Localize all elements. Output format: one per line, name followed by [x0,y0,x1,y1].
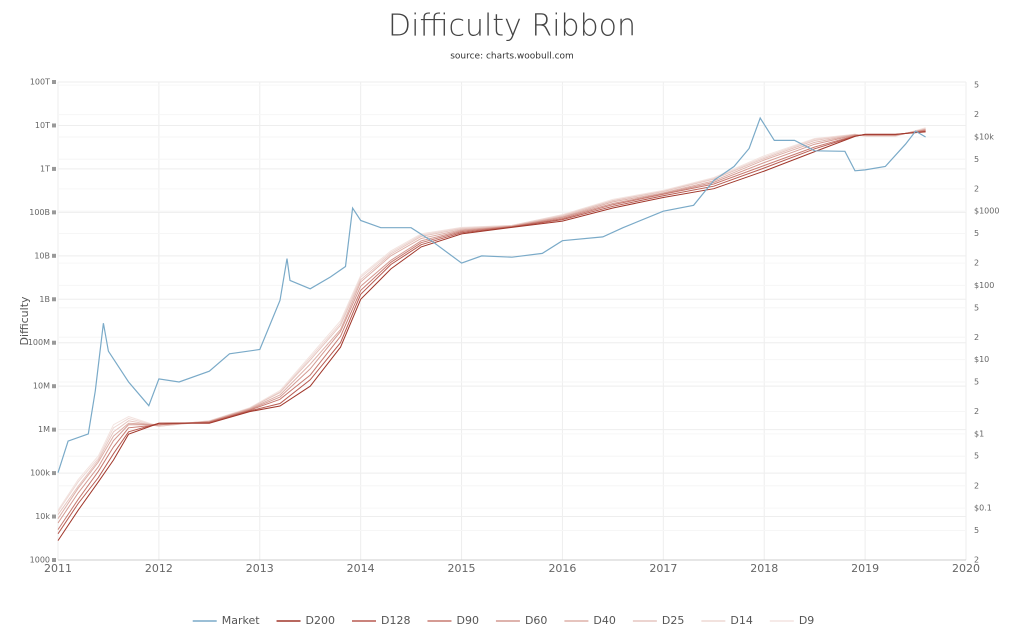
tick-square [52,471,56,476]
y2-tick-label: $0.1 [974,504,992,513]
legend-label: D128 [381,614,410,627]
x-tick-label: 2013 [246,562,274,575]
y2-tick-label: 2 [974,481,979,490]
y2-tick-label: 5 [974,526,979,535]
y-tick-label: 100B [29,208,50,217]
y2-tick-label: 2 [974,259,979,268]
y-axis-label: Difficulty [18,296,31,346]
y2-tick-label: 2 [974,110,979,119]
y2-tick-label: 2 [974,556,979,565]
tick-square [52,80,56,84]
legend-label: D60 [525,614,547,627]
y2-tick-label: 5 [974,81,979,90]
y-tick-label: 10M [33,382,50,391]
y-tick-label: 10T [35,121,50,130]
y-tick-label: 100T [30,78,50,87]
y2-tick-label: $100 [974,281,994,290]
tick-square [52,427,56,432]
chart-title: Difficulty Ribbon [388,9,636,44]
tick-square [52,558,56,562]
x-tick-label: 2016 [548,562,576,575]
series-line [57,131,926,541]
y2-tick-label: 5 [974,155,979,164]
tick-square [52,166,56,171]
y2-tick-label: 5 [974,303,979,312]
tick-square [52,384,56,389]
tick-square [52,340,56,345]
series-line [57,128,926,519]
x-tick-label: 2011 [44,562,72,575]
y-tick-label: 10k [35,512,50,521]
legend-label: D200 [306,614,335,627]
y2-tick-label: 5 [974,377,979,386]
legend-label: D40 [593,614,615,627]
x-tick-label: 2014 [347,562,375,575]
y2-tick-label: $1 [974,429,984,438]
legend-label: D9 [799,614,814,627]
y2-tick-label: 2 [974,333,979,342]
y-tick-label: 1T [40,164,50,173]
x-tick-label: 2020 [952,562,980,575]
y2-tick-label: $10k [974,132,994,141]
tick-square [52,514,56,519]
y-tick-label: 1000 [30,556,50,565]
y-tick-label: 10B [34,251,50,260]
series-line [57,130,926,530]
series-line [57,116,926,473]
series-line [57,129,926,524]
tick-square [52,253,56,258]
y2-tick-label: $10 [974,355,989,364]
tick-square [52,210,56,215]
series-line [57,127,926,512]
y2-tick-label: $1000 [974,207,999,216]
series-line [57,128,926,515]
series-line [57,130,926,535]
y-tick-label: 100M [28,338,50,347]
legend-label: D25 [662,614,684,627]
y2-tick-label: 2 [974,184,979,193]
legend-label: D90 [456,614,478,627]
y2-tick-label: 5 [974,229,979,238]
y-tick-label: 100k [30,469,50,478]
x-tick-label: 2019 [851,562,879,575]
y2-tick-label: 5 [974,452,979,461]
x-tick-label: 2017 [649,562,677,575]
legend-label: D14 [730,614,752,627]
y-tick-label: 1M [38,425,50,434]
x-tick-label: 2018 [750,562,778,575]
tick-square [52,297,56,302]
y-tick-label: 1B [39,295,50,304]
legend-label: Market [222,614,260,627]
x-tick-label: 2012 [145,562,173,575]
x-tick-label: 2015 [448,562,476,575]
y2-tick-label: 2 [974,407,979,416]
tick-square [52,123,56,128]
chart-subtitle: source: charts.woobull.com [450,52,574,62]
series-line [57,127,926,511]
